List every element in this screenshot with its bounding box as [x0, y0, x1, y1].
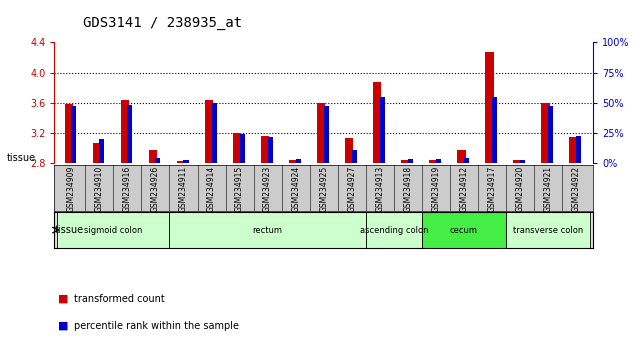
Text: transformed count: transformed count: [74, 294, 165, 304]
Bar: [324, 107, 329, 163]
Bar: [366, 212, 422, 248]
Bar: [492, 97, 497, 163]
Text: GSM234924: GSM234924: [291, 166, 300, 212]
Bar: [121, 100, 129, 163]
Text: percentile rank within the sample: percentile rank within the sample: [74, 321, 238, 331]
Bar: [548, 105, 553, 163]
Bar: [149, 150, 157, 163]
Bar: [93, 143, 101, 163]
Bar: [422, 212, 506, 248]
Text: GSM234918: GSM234918: [403, 166, 412, 212]
Bar: [352, 150, 357, 163]
Text: tissue: tissue: [6, 153, 35, 162]
Bar: [408, 159, 413, 163]
Bar: [128, 105, 133, 163]
Text: GSM234922: GSM234922: [572, 166, 581, 212]
Bar: [177, 161, 185, 163]
Bar: [169, 212, 366, 248]
Text: GSM234910: GSM234910: [95, 166, 104, 212]
Text: ■: ■: [58, 321, 68, 331]
Text: GSM234913: GSM234913: [375, 166, 385, 212]
Text: transverse colon: transverse colon: [513, 225, 583, 235]
Bar: [457, 150, 465, 163]
Bar: [379, 97, 385, 163]
Bar: [212, 103, 217, 163]
Bar: [289, 160, 297, 163]
Bar: [317, 103, 326, 163]
Text: GSM234923: GSM234923: [263, 166, 272, 212]
Bar: [506, 212, 590, 248]
Text: ■: ■: [58, 294, 68, 304]
Bar: [542, 103, 550, 163]
Bar: [155, 158, 160, 163]
Text: GSM234921: GSM234921: [544, 166, 553, 212]
Text: GSM234927: GSM234927: [347, 166, 356, 212]
Text: GDS3141 / 238935_at: GDS3141 / 238935_at: [83, 16, 242, 30]
Text: cecum: cecum: [450, 225, 478, 235]
Text: GSM234909: GSM234909: [67, 166, 76, 212]
Text: GSM234914: GSM234914: [207, 166, 216, 212]
Text: ascending colon: ascending colon: [360, 225, 428, 235]
Text: GSM234920: GSM234920: [515, 166, 524, 212]
Text: GSM234919: GSM234919: [431, 166, 440, 212]
Bar: [345, 138, 353, 163]
Bar: [261, 136, 269, 163]
Text: GSM234925: GSM234925: [319, 166, 328, 212]
Bar: [576, 136, 581, 163]
Bar: [401, 160, 410, 163]
Bar: [513, 160, 522, 163]
Bar: [57, 212, 169, 248]
Text: rectum: rectum: [253, 225, 283, 235]
Bar: [240, 133, 245, 163]
Bar: [436, 159, 441, 163]
Text: GSM234917: GSM234917: [487, 166, 497, 212]
Bar: [205, 101, 213, 163]
Bar: [373, 82, 381, 163]
Bar: [464, 158, 469, 163]
Bar: [183, 160, 188, 163]
Text: GSM234926: GSM234926: [151, 166, 160, 212]
Text: tissue: tissue: [54, 225, 84, 235]
Text: GSM234916: GSM234916: [123, 166, 132, 212]
Text: GSM234911: GSM234911: [179, 166, 188, 212]
Bar: [65, 104, 73, 163]
Bar: [99, 139, 104, 163]
Bar: [233, 133, 241, 163]
Bar: [520, 160, 525, 163]
Bar: [569, 137, 578, 163]
Bar: [296, 159, 301, 163]
Text: GSM234912: GSM234912: [460, 166, 469, 212]
Text: GSM234915: GSM234915: [235, 166, 244, 212]
Bar: [429, 160, 438, 163]
Bar: [71, 105, 76, 163]
Bar: [485, 51, 494, 163]
Text: sigmoid colon: sigmoid colon: [84, 225, 142, 235]
Bar: [268, 137, 272, 163]
